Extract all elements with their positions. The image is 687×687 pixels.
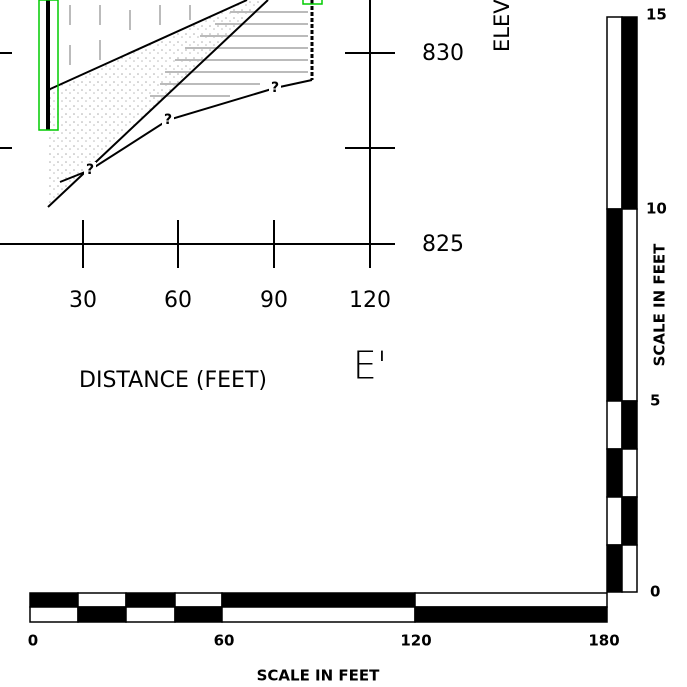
vertical-scale-bar xyxy=(606,16,638,593)
query: ? xyxy=(86,162,94,178)
section-end: E' xyxy=(353,344,387,388)
geology: ? ? ? xyxy=(38,0,323,208)
distance-label: 90 xyxy=(260,288,288,313)
scale-label: 10 xyxy=(646,200,667,218)
scale-label: 5 xyxy=(650,392,660,410)
hatching xyxy=(69,5,308,97)
distance-label: 120 xyxy=(349,288,391,313)
query: ? xyxy=(164,112,172,128)
elevation-label: 830 xyxy=(422,41,464,66)
scale-title: SCALE IN FEET xyxy=(257,667,381,685)
scale-label: 60 xyxy=(214,632,235,650)
vertical-scale-labels: 15 10 5 0 SCALE IN FEET xyxy=(646,6,669,601)
scale-label: 0 xyxy=(28,632,38,650)
scale-label: 15 xyxy=(646,6,667,24)
axis-title: ELEV xyxy=(490,0,514,52)
elevation-label: 825 xyxy=(422,232,464,257)
distance-label: 30 xyxy=(69,288,97,313)
axis-title: DISTANCE (FEET) xyxy=(79,368,267,393)
horizontal-scale-labels: 0 60 120 180 SCALE IN FEET xyxy=(28,632,620,685)
horizontal-scale-bar xyxy=(29,592,608,623)
scale-label: 180 xyxy=(588,632,619,650)
scale-label: 120 xyxy=(400,632,431,650)
labels: 830 825 30 60 90 120 DISTANCE (FEET) E' … xyxy=(69,0,514,393)
axes xyxy=(0,0,395,268)
scale-label: 0 xyxy=(650,583,660,601)
distance-label: 60 xyxy=(164,288,192,313)
scale-title: SCALE IN FEET xyxy=(651,243,669,367)
query: ? xyxy=(271,80,279,96)
